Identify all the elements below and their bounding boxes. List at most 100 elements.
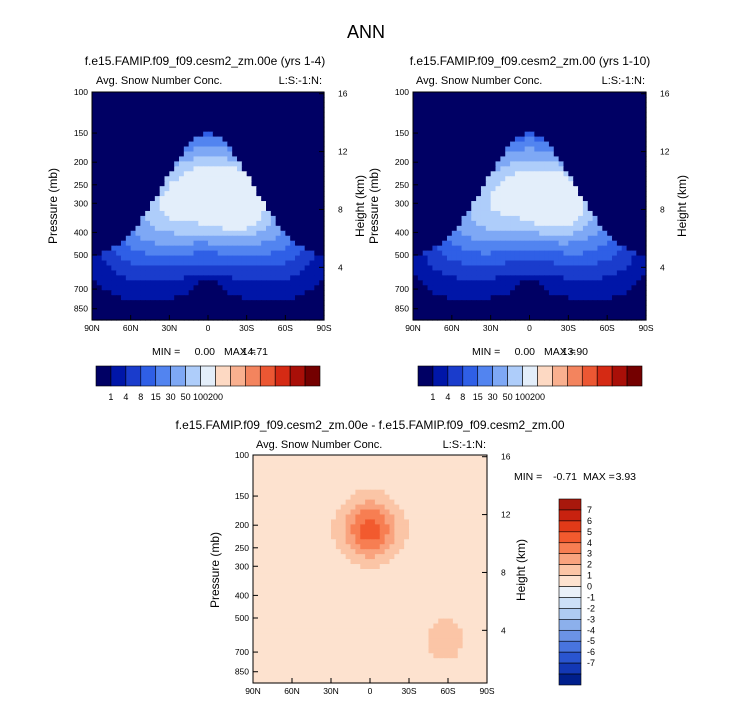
contour-cell	[106, 230, 112, 237]
contour-cell	[476, 275, 482, 281]
contour-cell	[295, 305, 301, 311]
panel-title: f.e15.FAMIP.f09_f09.cesm2_zm.00e (yrs 1-…	[85, 54, 326, 68]
contour-cell	[193, 290, 199, 296]
contour-cell	[461, 280, 467, 286]
contour-cell	[452, 469, 459, 476]
colorbar-swatch	[417, 365, 434, 387]
contour-cell	[423, 474, 430, 481]
contour-cell	[529, 310, 535, 316]
contour-cell	[437, 230, 443, 237]
contour-cell	[510, 156, 516, 162]
contour-cell	[280, 156, 286, 162]
contour-cell	[616, 310, 623, 316]
contour-cell	[140, 92, 146, 98]
contour-cell	[524, 305, 531, 311]
contour-cell	[548, 220, 555, 227]
contour-cell	[121, 220, 127, 227]
contour-cell	[437, 275, 443, 281]
contour-cell	[427, 265, 434, 272]
contour-cell	[578, 265, 584, 272]
contour-cell	[280, 300, 286, 306]
contour-cell	[232, 255, 238, 262]
contour-cell	[116, 101, 122, 108]
contour-cell	[480, 240, 487, 247]
contour-cell	[290, 126, 296, 133]
contour-cell	[232, 96, 238, 103]
x-tick-label: 30N	[162, 323, 178, 333]
contour-cell	[106, 300, 112, 306]
contour-cell	[500, 310, 506, 316]
contour-cell	[227, 215, 233, 222]
contour-cell	[427, 146, 434, 153]
colorbar-swatch	[259, 365, 276, 387]
contour-cell	[519, 315, 526, 321]
contour-cell	[582, 161, 589, 167]
contour-cell	[125, 235, 132, 242]
contour-cell	[135, 92, 141, 98]
colorbar-swatch	[447, 365, 464, 387]
contour-cell	[553, 151, 560, 158]
contour-cell	[266, 300, 272, 306]
contour-cell	[125, 156, 132, 162]
colorbar-swatch	[626, 365, 643, 387]
contour-cell	[482, 455, 488, 461]
contour-cell	[413, 141, 419, 148]
contour-cell	[193, 186, 199, 192]
contour-cell	[510, 235, 516, 242]
contour-cell	[208, 245, 214, 252]
contour-cell	[154, 101, 161, 108]
contour-cell	[125, 280, 132, 286]
contour-cell	[319, 121, 325, 128]
contour-cell	[558, 275, 565, 281]
contour-cell	[130, 186, 137, 192]
contour-cell	[111, 191, 117, 197]
contour-cell	[295, 260, 301, 267]
contour-cell	[607, 201, 613, 207]
contour-cell	[169, 166, 175, 172]
contour-cell	[568, 166, 574, 172]
contour-cell	[490, 210, 497, 217]
contour-cell	[399, 484, 405, 491]
contour-cell	[251, 156, 257, 162]
contour-cell	[456, 260, 463, 267]
contour-cell	[319, 166, 325, 172]
contour-cell	[121, 151, 127, 158]
contour-cell	[592, 146, 599, 153]
contour-cell	[246, 245, 253, 252]
contour-cell	[524, 136, 531, 143]
contour-cell	[578, 220, 584, 227]
contour-cell	[275, 230, 282, 237]
contour-cell	[154, 255, 161, 262]
contour-cell	[135, 186, 141, 192]
contour-cell	[514, 265, 521, 272]
contour-cell	[446, 96, 453, 103]
contour-cell	[272, 455, 278, 461]
contour-cell	[548, 295, 555, 301]
contour-cell	[314, 206, 320, 212]
contour-cell	[485, 176, 492, 182]
contour-cell	[179, 131, 185, 138]
contour-cell	[409, 459, 415, 466]
contour-cell	[193, 265, 199, 272]
contour-cell	[432, 136, 438, 143]
contour-cell	[140, 255, 146, 262]
contour-cell	[602, 245, 608, 252]
contour-cell	[578, 191, 584, 197]
contour-cell	[443, 484, 449, 491]
contour-cell	[159, 240, 166, 247]
contour-cell	[174, 206, 180, 212]
contour-cell	[578, 92, 584, 98]
colorbar-swatch	[140, 365, 157, 387]
contour-cell	[456, 141, 463, 148]
contour-cell	[616, 206, 623, 212]
contour-cell	[457, 469, 464, 476]
contour-cell	[641, 280, 647, 286]
contour-cell	[261, 230, 267, 237]
contour-cell	[130, 290, 137, 296]
contour-cell	[285, 136, 291, 143]
contour-cell	[573, 260, 579, 267]
contour-cell	[422, 260, 429, 267]
contour-cell	[212, 196, 219, 202]
contour-cell	[592, 111, 599, 118]
contour-cell	[558, 215, 565, 222]
